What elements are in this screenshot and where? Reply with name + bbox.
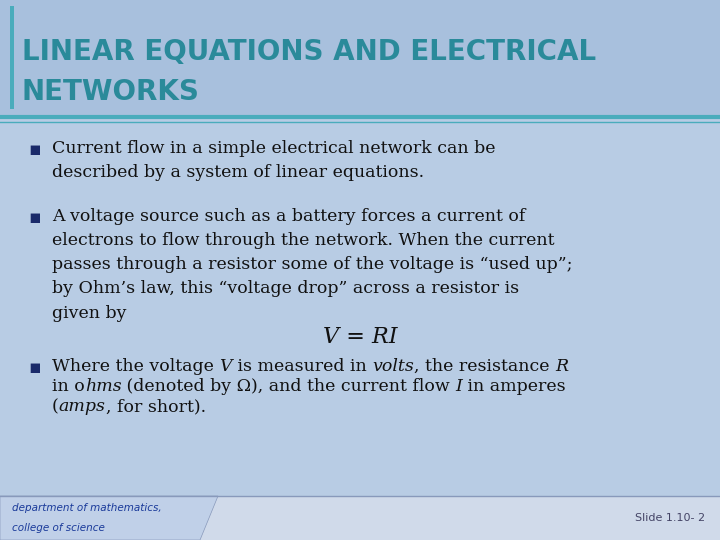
Text: , the resistance: , the resistance <box>414 358 555 375</box>
Bar <box>0 496 720 540</box>
Text: department of mathematics,: department of mathematics, <box>12 503 161 514</box>
Text: hms: hms <box>85 378 122 395</box>
Text: volts: volts <box>372 358 414 375</box>
Text: is measured in: is measured in <box>232 358 372 375</box>
Text: ▪: ▪ <box>28 358 41 377</box>
Text: I: I <box>456 378 462 395</box>
Bar <box>0 0 720 115</box>
Text: LINEAR EQUATIONS AND ELECTRICAL: LINEAR EQUATIONS AND ELECTRICAL <box>22 38 596 66</box>
Text: (: ( <box>52 398 59 415</box>
Text: in o: in o <box>52 378 85 395</box>
Text: R: R <box>555 358 568 375</box>
Text: V = RI: V = RI <box>323 326 397 348</box>
Text: V: V <box>220 358 232 375</box>
Text: NETWORKS: NETWORKS <box>22 78 200 106</box>
Text: A voltage source such as a battery forces a current of
electrons to flow through: A voltage source such as a battery force… <box>52 208 572 322</box>
Text: Slide 1.10- 2: Slide 1.10- 2 <box>635 513 705 523</box>
Text: in amperes: in amperes <box>462 378 566 395</box>
Text: ▪: ▪ <box>28 140 41 159</box>
Polygon shape <box>0 496 218 540</box>
Text: ▪: ▪ <box>28 208 41 227</box>
Text: college of science: college of science <box>12 523 105 532</box>
Bar <box>10 6 14 109</box>
Text: Where the voltage: Where the voltage <box>52 358 220 375</box>
Text: , for short).: , for short). <box>106 398 206 415</box>
Text: amps: amps <box>59 398 106 415</box>
Text: Current flow in a simple electrical network can be
described by a system of line: Current flow in a simple electrical netw… <box>52 140 495 181</box>
Text: (denoted by Ω), and the current flow: (denoted by Ω), and the current flow <box>122 378 456 395</box>
